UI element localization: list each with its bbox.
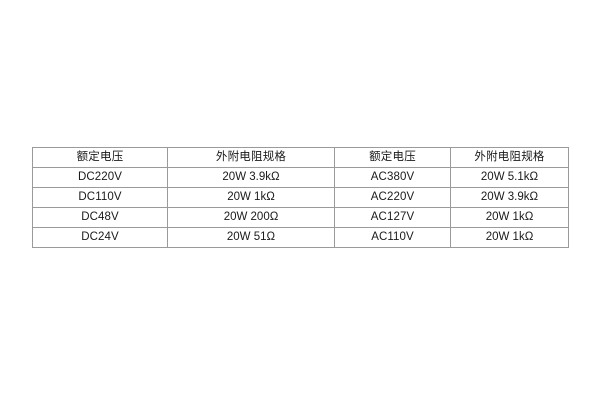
cell-ac-resistor: 20W 5.1kΩ: [450, 167, 569, 188]
table-row: DC110V 20W 1kΩ AC220V 20W 3.9kΩ: [32, 187, 569, 208]
cell-dc-resistor: 20W 1kΩ: [167, 187, 335, 208]
table-row: DC48V 20W 200Ω AC127V 20W 1kΩ: [32, 207, 569, 228]
voltage-resistor-specification-table: 额定电压 外附电阻规格 额定电压 外附电阻规格 DC220V 20W 3.9kΩ…: [32, 147, 569, 248]
table-header-row: 额定电压 外附电阻规格 额定电压 外附电阻规格: [32, 147, 569, 168]
cell-dc-voltage: DC110V: [32, 187, 168, 208]
cell-dc-resistor: 20W 200Ω: [167, 207, 335, 228]
column-header-ac-external-resistor: 外附电阻规格: [450, 147, 569, 168]
cell-dc-voltage: DC48V: [32, 207, 168, 228]
cell-ac-voltage: AC380V: [334, 167, 451, 188]
table-row: DC24V 20W 51Ω AC110V 20W 1kΩ: [32, 227, 569, 248]
table-row: DC220V 20W 3.9kΩ AC380V 20W 5.1kΩ: [32, 167, 569, 188]
cell-ac-resistor: 20W 1kΩ: [450, 207, 569, 228]
cell-dc-voltage: DC220V: [32, 167, 168, 188]
column-header-ac-rated-voltage: 额定电压: [334, 147, 451, 168]
cell-dc-resistor: 20W 3.9kΩ: [167, 167, 335, 188]
cell-ac-voltage: AC220V: [334, 187, 451, 208]
cell-ac-voltage: AC110V: [334, 227, 451, 248]
column-header-dc-rated-voltage: 额定电压: [32, 147, 168, 168]
column-header-dc-external-resistor: 外附电阻规格: [167, 147, 335, 168]
specification-table-container: 额定电压 外附电阻规格 额定电压 外附电阻规格 DC220V 20W 3.9kΩ…: [32, 147, 569, 248]
table-header: 额定电压 外附电阻规格 额定电压 外附电阻规格: [32, 147, 569, 168]
cell-dc-resistor: 20W 51Ω: [167, 227, 335, 248]
table-body: DC220V 20W 3.9kΩ AC380V 20W 5.1kΩ DC110V…: [32, 167, 569, 248]
cell-ac-resistor: 20W 3.9kΩ: [450, 187, 569, 208]
cell-dc-voltage: DC24V: [32, 227, 168, 248]
cell-ac-voltage: AC127V: [334, 207, 451, 228]
cell-ac-resistor: 20W 1kΩ: [450, 227, 569, 248]
